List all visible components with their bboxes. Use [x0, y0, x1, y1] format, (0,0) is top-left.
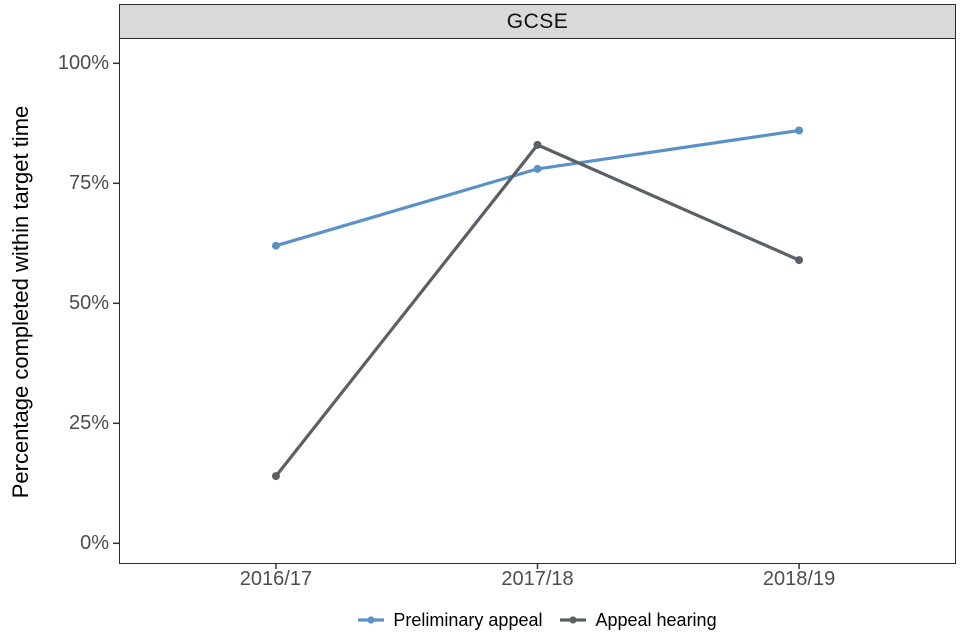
y-tick-label: 0% [80, 532, 109, 555]
legend-item: Preliminary appeal [358, 610, 542, 631]
x-tick-label: 2016/17 [239, 568, 313, 590]
legend: Preliminary appeal Appeal hearing [119, 603, 956, 637]
y-tick-label: 50% [68, 292, 109, 315]
legend-key-icon [358, 616, 385, 624]
y-tick-label: 25% [68, 412, 109, 435]
plot-panel [119, 37, 956, 564]
legend-item: Appeal hearing [560, 609, 717, 631]
y-tick-label: 100% [57, 52, 109, 75]
facet-title: GCSE [506, 9, 569, 33]
facet-strip: GCSE [119, 4, 956, 39]
legend-label: Appeal hearing [595, 609, 717, 630]
legend-key-icon [560, 616, 587, 624]
x-tick-label: 2018/19 [762, 568, 836, 590]
x-tick-label: 2017/18 [501, 568, 574, 590]
legend-label: Preliminary appeal [393, 609, 543, 630]
y-tick-label: 75% [68, 172, 109, 195]
